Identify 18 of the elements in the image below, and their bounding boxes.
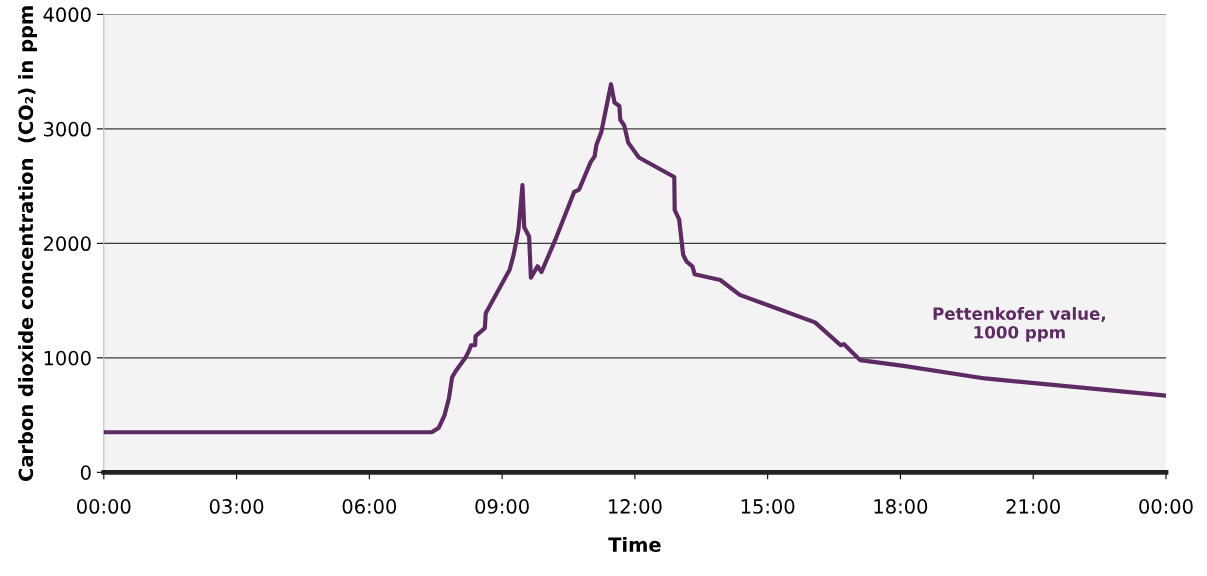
annotation: Pettenkofer value, 1000 ppm	[933, 307, 1105, 342]
x-tick-label: 00:00	[77, 499, 131, 514]
y-tick-label: 3000	[43, 121, 91, 137]
line-series	[103, 82, 1166, 435]
x-tick-label: 15:00	[741, 499, 795, 514]
y-tick-label: 4000	[43, 7, 91, 23]
y-tick-label: 0	[80, 465, 91, 480]
y-tick-label: 2000	[43, 236, 91, 252]
x-axis-title: Time	[608, 536, 661, 553]
x-tick-label: 00:00	[1139, 499, 1193, 514]
y-tick-label: 1000	[44, 350, 91, 366]
x-tick-label: 03:00	[209, 499, 264, 514]
x-tick-label: 06:00	[342, 499, 397, 514]
y-axis-title: Carbon dioxide concentration (CO₂) in ppm	[18, 6, 37, 481]
x-tick-label: 12:00	[609, 499, 662, 514]
x-tick-label: 18:00	[874, 499, 928, 514]
x-tick-label: 21:00	[1006, 499, 1060, 514]
x-tick-label: 09:00	[475, 499, 529, 514]
